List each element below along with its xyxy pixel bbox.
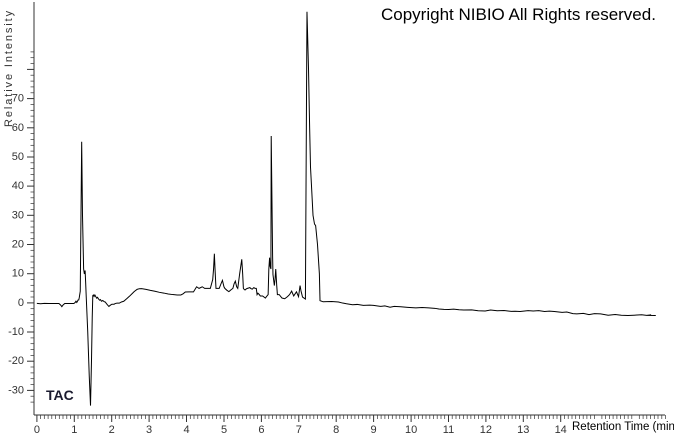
svg-text:0: 0 [18,297,24,309]
svg-text:10: 10 [405,424,417,434]
svg-text:3: 3 [146,424,152,434]
svg-text:10: 10 [12,268,24,280]
svg-text:-10: -10 [8,326,24,338]
svg-text:20: 20 [12,239,24,251]
svg-text:2: 2 [109,424,115,434]
svg-text:12: 12 [480,424,492,434]
svg-text:0: 0 [34,424,40,434]
svg-text:1: 1 [71,424,77,434]
svg-text:8: 8 [333,424,339,434]
svg-text:7: 7 [296,424,302,434]
svg-text:40: 40 [12,180,24,192]
svg-text:13: 13 [517,424,529,434]
svg-text:14: 14 [555,424,567,434]
svg-text:6: 6 [258,424,264,434]
svg-text:-30: -30 [8,384,24,396]
svg-text:4: 4 [183,424,189,434]
svg-text:Retention Time (min): Retention Time (min) [572,421,674,433]
svg-text:5: 5 [221,424,227,434]
svg-text:11: 11 [443,424,454,434]
svg-text:30: 30 [12,209,24,221]
svg-text:50: 50 [12,151,24,163]
svg-text:-20: -20 [8,355,24,367]
svg-text:9: 9 [371,424,377,434]
svg-text:Relative Intensity: Relative Intensity [3,9,15,127]
